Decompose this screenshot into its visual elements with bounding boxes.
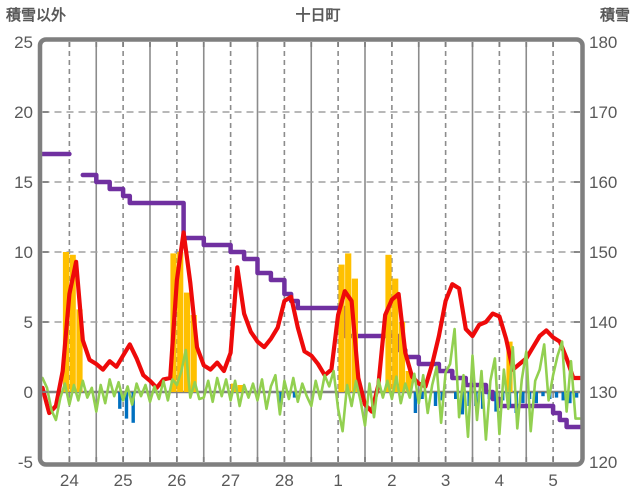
right-axis-label: 160 <box>589 173 617 192</box>
x-axis-label: 28 <box>275 471 294 490</box>
blue-bar <box>534 392 538 404</box>
blue-bar <box>521 392 525 404</box>
red-line <box>40 230 583 416</box>
right-axis-label: 130 <box>589 383 617 402</box>
x-axis-label: 24 <box>60 471 79 490</box>
x-axis-label: 5 <box>548 471 557 490</box>
orange-bar <box>506 341 513 392</box>
x-axis-label: 26 <box>167 471 186 490</box>
blue-bar <box>433 392 438 406</box>
orange-bar <box>237 385 244 392</box>
orange-bar <box>69 254 76 392</box>
left-axis-label: -5 <box>18 453 33 472</box>
orange-bar <box>338 264 345 392</box>
blue-bar <box>292 392 297 398</box>
orange-bar <box>398 322 406 392</box>
blue-bar <box>541 392 545 397</box>
right-axis-label: 150 <box>589 243 617 262</box>
blue-bar <box>554 392 559 398</box>
orange-bar <box>76 309 83 392</box>
orange-bar <box>405 371 412 392</box>
blue-bar <box>124 392 129 419</box>
x-axis-label: 3 <box>441 471 450 490</box>
blue-bar <box>118 392 122 409</box>
plot-border <box>37 37 585 467</box>
blue-bar <box>561 392 565 401</box>
x-axis-label: 25 <box>114 471 133 490</box>
green-line <box>41 327 582 441</box>
x-axis-label: 4 <box>495 471 504 490</box>
blue-bar <box>574 392 579 398</box>
x-axis-label: 2 <box>387 471 396 490</box>
right-axis-title: 積雪 <box>599 7 630 24</box>
blue-bar <box>494 392 498 412</box>
right-axis-label: 140 <box>589 313 617 332</box>
x-axis-label: 1 <box>333 471 342 490</box>
right-axis-label: 170 <box>589 103 617 122</box>
left-axis-label: 0 <box>24 383 33 402</box>
left-axis-label: 15 <box>14 173 33 192</box>
blue-bar <box>454 392 458 399</box>
blue-bar <box>413 392 418 413</box>
orange-bar <box>385 254 392 392</box>
orange-bar <box>392 278 399 392</box>
blue-bar <box>131 392 135 423</box>
blue-bar <box>568 392 572 404</box>
orange-bar <box>177 252 184 392</box>
left-axis-title: 積雪以外 <box>6 7 67 24</box>
left-axis-label: 10 <box>14 243 33 262</box>
left-axis-label: 5 <box>24 313 33 332</box>
blue-bar <box>420 392 424 399</box>
chart-title: 十日町 <box>295 7 341 24</box>
orange-bar <box>183 292 191 392</box>
left-axis-label: 25 <box>14 33 33 52</box>
blue-bar <box>460 392 465 415</box>
orange-bar <box>190 315 197 392</box>
x-axis-label: 27 <box>221 471 240 490</box>
left-axis-label: 20 <box>14 103 33 122</box>
right-axis-label: 180 <box>589 33 617 52</box>
right-axis-label: 120 <box>589 453 617 472</box>
orange-bar <box>345 253 352 392</box>
